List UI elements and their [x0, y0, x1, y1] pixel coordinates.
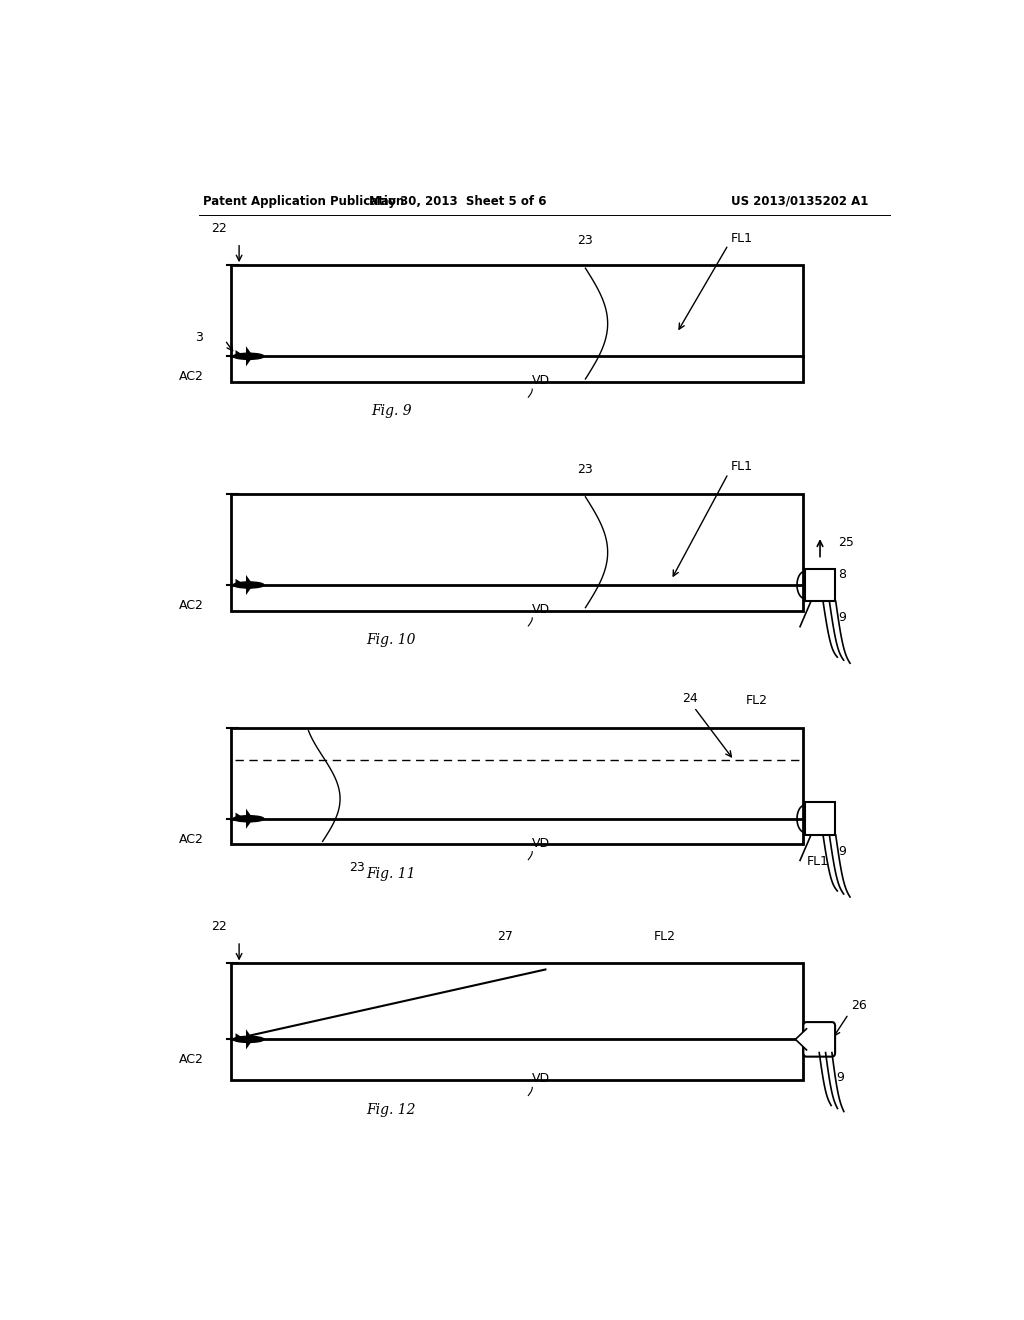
- Text: US 2013/0135202 A1: US 2013/0135202 A1: [731, 194, 868, 207]
- Text: Patent Application Publication: Patent Application Publication: [204, 194, 404, 207]
- Bar: [231, 964, 803, 1080]
- Polygon shape: [257, 355, 264, 358]
- Text: FL1: FL1: [731, 232, 753, 244]
- Text: FL1: FL1: [807, 854, 828, 867]
- Text: 26: 26: [851, 999, 866, 1012]
- Text: VD: VD: [531, 374, 550, 387]
- Ellipse shape: [233, 816, 264, 822]
- Polygon shape: [236, 1034, 242, 1039]
- Text: May 30, 2013  Sheet 5 of 6: May 30, 2013 Sheet 5 of 6: [369, 194, 546, 207]
- Bar: [231, 494, 803, 611]
- Polygon shape: [236, 813, 242, 818]
- Polygon shape: [246, 1030, 256, 1039]
- Bar: [231, 265, 803, 381]
- Polygon shape: [246, 818, 256, 829]
- Text: AC2: AC2: [178, 599, 204, 611]
- Polygon shape: [257, 1038, 264, 1041]
- Text: VD: VD: [531, 603, 550, 615]
- Text: FL1: FL1: [731, 461, 753, 474]
- Polygon shape: [246, 1039, 256, 1049]
- Text: FL2: FL2: [654, 931, 676, 942]
- Bar: [805, 803, 836, 836]
- Text: 23: 23: [578, 234, 593, 247]
- Polygon shape: [246, 356, 256, 367]
- Bar: [805, 569, 836, 601]
- Text: Fig. 11: Fig. 11: [367, 867, 416, 880]
- Ellipse shape: [233, 354, 264, 359]
- Text: Fig. 9: Fig. 9: [371, 404, 412, 418]
- Polygon shape: [257, 817, 264, 821]
- Polygon shape: [246, 576, 256, 585]
- Text: 9: 9: [837, 1072, 845, 1085]
- Text: 9: 9: [839, 611, 846, 624]
- FancyBboxPatch shape: [804, 1022, 836, 1056]
- Polygon shape: [246, 585, 256, 595]
- Ellipse shape: [233, 1036, 264, 1043]
- Text: 8: 8: [839, 569, 846, 581]
- Polygon shape: [257, 583, 264, 586]
- Text: VD: VD: [531, 1072, 550, 1085]
- Polygon shape: [246, 809, 256, 818]
- Text: 22: 22: [211, 222, 227, 235]
- Polygon shape: [236, 579, 242, 585]
- Text: AC2: AC2: [178, 370, 204, 383]
- Text: AC2: AC2: [178, 1053, 204, 1067]
- Polygon shape: [236, 350, 242, 356]
- Text: AC2: AC2: [178, 833, 204, 846]
- Polygon shape: [796, 1028, 807, 1049]
- Bar: [231, 727, 803, 845]
- Text: 9: 9: [839, 845, 846, 858]
- Text: 27: 27: [498, 931, 513, 942]
- Text: 25: 25: [839, 536, 854, 549]
- Text: 23: 23: [578, 462, 593, 475]
- Ellipse shape: [233, 582, 264, 587]
- Text: 24: 24: [682, 692, 698, 705]
- Text: VD: VD: [531, 837, 550, 850]
- Polygon shape: [246, 346, 256, 356]
- Text: Fig. 12: Fig. 12: [367, 1102, 416, 1117]
- Text: 23: 23: [349, 861, 365, 874]
- Text: FL2: FL2: [745, 694, 767, 708]
- Text: 3: 3: [196, 331, 204, 345]
- Text: 22: 22: [211, 920, 227, 933]
- Text: Fig. 10: Fig. 10: [367, 634, 416, 647]
